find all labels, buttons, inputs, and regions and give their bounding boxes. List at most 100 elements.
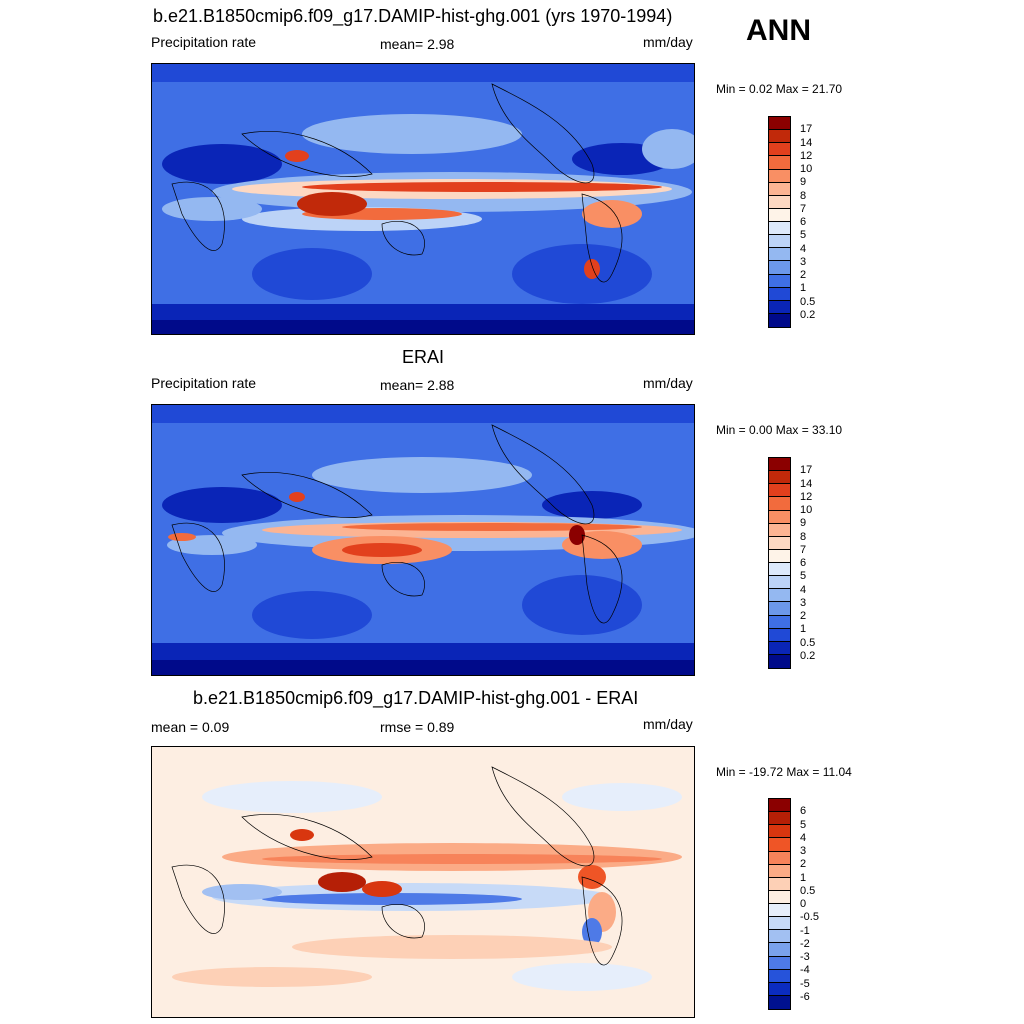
- colorbar-swatch: [769, 615, 790, 629]
- panel2-erai-precip-map: [151, 404, 695, 676]
- colorbar-tick-label: 9: [800, 176, 807, 189]
- colorbar-swatch: [769, 248, 790, 262]
- panel2-units-label: mm/day: [643, 375, 693, 391]
- colorbar-swatch: [769, 169, 790, 183]
- colorbar-tick-label: -4: [800, 964, 810, 977]
- colorbar-swatch: [769, 523, 790, 537]
- colorbar-swatch: [769, 143, 790, 157]
- colorbar-tick-label: 4: [800, 831, 807, 844]
- colorbar-tick-label: 7: [800, 202, 807, 215]
- colorbar-tick-label: 0.5: [800, 636, 816, 649]
- colorbar-tick-label: 12: [800, 149, 813, 162]
- panel1-minmax-label: Min = 0.02 Max = 21.70: [716, 82, 843, 96]
- colorbar-swatch: [769, 222, 790, 236]
- colorbar-swatch: [769, 864, 790, 878]
- colorbar-swatch: [769, 982, 790, 996]
- colorbar-tick-label: 5: [800, 570, 807, 583]
- colorbar-swatch: [769, 484, 790, 498]
- colorbar-swatch: [769, 117, 790, 131]
- panel2-colorbar: [768, 457, 791, 669]
- panel1-title: b.e21.B1850cmip6.f09_g17.DAMIP-hist-ghg.…: [153, 6, 673, 26]
- colorbar-swatch: [769, 956, 790, 970]
- colorbar-swatch: [769, 628, 790, 642]
- colorbar-swatch: [769, 182, 790, 196]
- colorbar-tick-label: 7: [800, 543, 807, 556]
- colorbar-tick-label: 8: [800, 530, 807, 543]
- panel3-title: b.e21.B1850cmip6.f09_g17.DAMIP-hist-ghg.…: [193, 688, 639, 708]
- panel3-minmax-label: Min = -19.72 Max = 11.04: [716, 765, 852, 779]
- panel1-mean-label: mean= 2.98: [380, 36, 455, 52]
- colorbar-tick-label: 14: [800, 136, 813, 149]
- colorbar-swatch: [769, 654, 790, 668]
- colorbar-swatch: [769, 261, 790, 275]
- colorbar-tick-label: -3: [800, 951, 810, 963]
- colorbar-tick-label: 0.2: [800, 308, 816, 321]
- colorbar-tick-label: 6: [800, 216, 807, 228]
- colorbar-tick-label: 17: [800, 464, 813, 477]
- colorbar-tick-label: 6: [800, 805, 807, 818]
- colorbar-tick-label: 6: [800, 557, 807, 569]
- colorbar-tick-label: 5: [800, 818, 807, 831]
- colorbar-tick-label: 17: [800, 123, 813, 136]
- colorbar-tick-label: 10: [800, 163, 813, 175]
- colorbar-swatch: [769, 458, 790, 472]
- colorbar-tick-label: -6: [800, 990, 810, 1003]
- panel2-minmax-label: Min = 0.00 Max = 33.10: [716, 423, 843, 437]
- panel1-variable-label: Precipitation rate: [151, 34, 257, 50]
- panel1-model-precip-map: [151, 63, 695, 335]
- colorbar-tick-label: 1: [800, 871, 807, 884]
- colorbar-tick-label: 3: [800, 255, 807, 268]
- colorbar-tick-label: 1: [800, 623, 807, 636]
- colorbar-swatch: [769, 510, 790, 524]
- colorbar-tick-label: -0.5: [800, 911, 819, 924]
- colorbar-tick-label: 3: [800, 845, 807, 857]
- colorbar-swatch: [769, 576, 790, 590]
- colorbar-tick-label: 2: [800, 858, 807, 871]
- colorbar-swatch: [769, 497, 790, 511]
- colorbar-swatch: [769, 890, 790, 904]
- colorbar-tick-label: 9: [800, 517, 807, 530]
- colorbar-tick-label: 0.5: [800, 884, 816, 897]
- panel3-units-label: mm/day: [643, 716, 693, 732]
- colorbar-swatch: [769, 930, 790, 944]
- colorbar-swatch: [769, 904, 790, 918]
- colorbar-swatch: [769, 851, 790, 865]
- colorbar-swatch: [769, 589, 790, 603]
- panel2-mean-label: mean= 2.88: [380, 377, 455, 393]
- colorbar-swatch: [769, 549, 790, 563]
- colorbar-swatch: [769, 995, 790, 1009]
- colorbar-swatch: [769, 287, 790, 301]
- colorbar-swatch: [769, 812, 790, 826]
- panel1-units-label: mm/day: [643, 34, 693, 50]
- colorbar-swatch: [769, 156, 790, 170]
- colorbar-swatch: [769, 838, 790, 852]
- colorbar-tick-label: 12: [800, 490, 813, 503]
- colorbar-swatch: [769, 300, 790, 314]
- colorbar-tick-label: 4: [800, 583, 807, 596]
- panel2-title: ERAI: [402, 347, 445, 367]
- colorbar-swatch: [769, 825, 790, 839]
- colorbar-tick-label: 5: [800, 229, 807, 242]
- panel3-difference-map: [151, 746, 695, 1018]
- colorbar-tick-label: -1: [800, 924, 810, 937]
- colorbar-tick-label: 14: [800, 477, 813, 490]
- colorbar-tick-label: 0.5: [800, 295, 816, 308]
- panel3-mean-label: mean = 0.09: [151, 719, 230, 735]
- panel1-colorbar: [768, 116, 791, 328]
- colorbar-tick-label: 3: [800, 596, 807, 609]
- colorbar-tick-label: -2: [800, 937, 810, 950]
- colorbar-swatch: [769, 536, 790, 550]
- colorbar-swatch: [769, 641, 790, 655]
- colorbar-tick-label: 1: [800, 282, 807, 295]
- colorbar-tick-label: 0.2: [800, 649, 816, 662]
- colorbar-swatch: [769, 235, 790, 249]
- panel2-variable-label: Precipitation rate: [151, 375, 257, 391]
- colorbar-swatch: [769, 563, 790, 577]
- colorbar-swatch: [769, 130, 790, 144]
- colorbar-tick-label: 2: [800, 269, 807, 281]
- colorbar-tick-label: 8: [800, 189, 807, 202]
- colorbar-swatch: [769, 799, 790, 813]
- colorbar-swatch: [769, 208, 790, 222]
- colorbar-tick-label: 2: [800, 610, 807, 622]
- colorbar-tick-label: 4: [800, 242, 807, 255]
